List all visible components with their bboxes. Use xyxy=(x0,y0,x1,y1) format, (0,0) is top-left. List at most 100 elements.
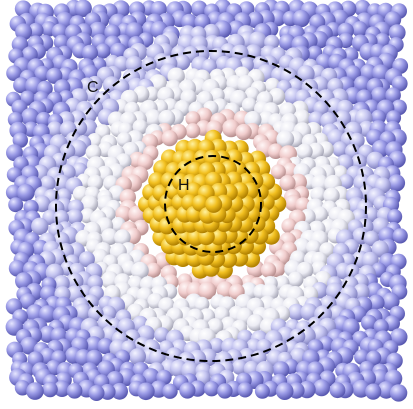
sphere xyxy=(310,186,327,203)
sphere xyxy=(15,23,33,41)
sphere xyxy=(86,349,103,367)
sphere xyxy=(296,143,313,160)
sphere xyxy=(125,22,144,40)
sphere xyxy=(235,123,252,141)
sphere xyxy=(217,383,233,399)
sphere xyxy=(281,218,297,234)
sphere xyxy=(323,187,340,204)
sphere xyxy=(385,87,401,103)
sphere xyxy=(279,175,296,192)
sphere xyxy=(88,385,105,401)
sphere xyxy=(338,174,354,190)
sphere xyxy=(381,292,400,311)
sphere xyxy=(300,303,318,321)
sphere xyxy=(80,195,99,213)
sphere xyxy=(311,206,328,223)
sphere xyxy=(28,22,44,39)
sphere xyxy=(81,44,98,61)
sphere xyxy=(237,382,253,398)
sphere xyxy=(111,382,128,400)
sphere xyxy=(288,303,305,321)
sphere xyxy=(208,337,225,354)
sphere xyxy=(392,228,408,244)
sphere xyxy=(295,197,311,213)
sphere xyxy=(387,209,403,225)
sphere xyxy=(278,33,296,51)
sphere xyxy=(222,119,241,138)
sphere xyxy=(203,381,220,397)
sphere xyxy=(297,65,315,83)
sphere xyxy=(373,319,389,335)
sphere xyxy=(370,86,388,104)
inner-dashed-circle xyxy=(164,155,262,253)
sphere xyxy=(241,97,257,113)
sphere xyxy=(387,174,406,192)
sphere xyxy=(384,11,402,28)
sphere xyxy=(246,314,265,332)
sphere xyxy=(20,336,38,355)
sphere xyxy=(78,251,95,268)
sphere xyxy=(371,109,386,125)
sphere xyxy=(67,209,83,225)
sphere xyxy=(74,303,91,321)
sphere xyxy=(8,197,24,213)
sphere xyxy=(42,381,58,398)
sphere xyxy=(154,327,170,343)
sphere xyxy=(142,368,160,386)
sphere xyxy=(232,359,248,375)
sphere xyxy=(194,296,210,312)
sphere xyxy=(270,164,286,180)
sphere xyxy=(12,132,28,148)
sphere xyxy=(185,111,201,127)
sphere xyxy=(329,382,346,399)
sphere xyxy=(161,130,178,147)
sphere xyxy=(185,123,201,139)
sphere xyxy=(306,239,322,256)
sphere xyxy=(97,338,114,355)
sphere xyxy=(179,382,196,399)
sphere xyxy=(144,109,163,128)
sphere xyxy=(66,383,83,399)
sphere xyxy=(361,314,377,331)
sphere xyxy=(210,228,228,246)
sphere xyxy=(276,130,295,149)
inner-label: H xyxy=(178,177,190,194)
particles xyxy=(5,0,409,402)
sphere xyxy=(129,348,147,365)
sphere xyxy=(5,184,22,201)
sphere xyxy=(389,384,408,402)
sphere xyxy=(391,75,408,92)
sphere xyxy=(8,260,26,277)
sphere xyxy=(190,0,208,18)
sphere xyxy=(367,294,385,312)
sphere xyxy=(46,67,63,84)
sphere xyxy=(17,183,35,202)
sphere xyxy=(26,382,44,400)
sphere xyxy=(292,9,310,28)
sphere xyxy=(53,380,71,398)
sphere xyxy=(174,54,191,71)
sphere xyxy=(145,262,161,278)
sphere xyxy=(332,141,348,157)
sphere xyxy=(354,0,371,17)
sphere xyxy=(275,382,294,401)
sphere xyxy=(272,361,290,378)
sphere xyxy=(254,383,270,399)
sphere xyxy=(365,383,382,400)
sphere xyxy=(13,77,30,94)
sphere xyxy=(34,65,51,82)
sphere xyxy=(137,382,155,401)
sphere xyxy=(6,65,22,81)
sphere xyxy=(205,195,223,213)
sphere xyxy=(95,43,111,59)
outer-dashed-circle xyxy=(55,50,367,362)
sphere xyxy=(21,108,40,126)
sphere xyxy=(351,21,368,38)
sphere xyxy=(220,250,238,268)
sphere xyxy=(14,272,33,290)
sphere xyxy=(74,0,92,17)
sphere xyxy=(26,304,45,323)
sphere xyxy=(114,229,131,246)
